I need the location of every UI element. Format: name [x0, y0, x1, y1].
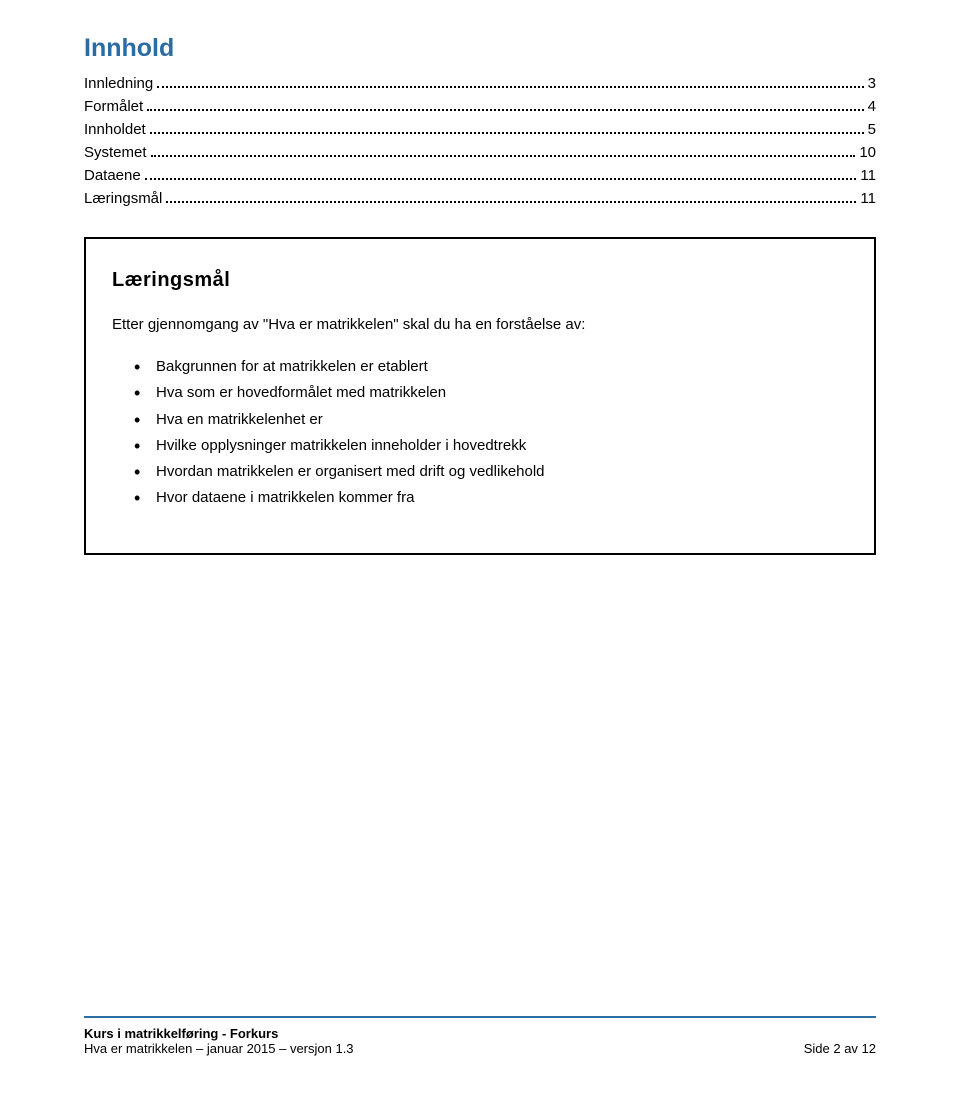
toc-page-number: 11	[860, 167, 876, 184]
toc-leader-dots	[147, 102, 863, 111]
toc-row: Formålet 4	[84, 98, 876, 115]
toc-row: Innholdet 5	[84, 121, 876, 138]
toc-row: Innledning 3	[84, 75, 876, 92]
page-footer: Kurs i matrikkelføring - Forkurs Hva er …	[84, 1016, 876, 1056]
toc-label: Systemet	[84, 144, 147, 161]
box-heading: Læringsmål	[112, 269, 848, 292]
toc-page-number: 10	[859, 144, 876, 161]
toc-leader-dots	[150, 125, 864, 134]
toc-page-number: 5	[868, 121, 876, 138]
learning-goals-box: Læringsmål Etter gjennomgang av "Hva er …	[84, 237, 876, 555]
footer-version: Hva er matrikkelen – januar 2015 – versj…	[84, 1041, 354, 1056]
list-item: Hva en matrikkelenhet er	[134, 408, 848, 431]
toc-row: Dataene 11	[84, 167, 876, 184]
list-item: Hvor dataene i matrikkelen kommer fra	[134, 486, 848, 509]
footer-line-1: Kurs i matrikkelføring - Forkurs	[84, 1026, 876, 1041]
toc-row: Systemet 10	[84, 144, 876, 161]
toc-page-number: 11	[860, 190, 876, 207]
toc-page-number: 3	[868, 75, 876, 92]
toc-row: Læringsmål 11	[84, 190, 876, 207]
list-item: Bakgrunnen for at matrikkelen er etabler…	[134, 355, 848, 378]
toc-label: Innledning	[84, 75, 153, 92]
learning-goals-list: Bakgrunnen for at matrikkelen er etabler…	[112, 355, 848, 510]
list-item: Hvilke opplysninger matrikkelen innehold…	[134, 434, 848, 457]
toc-page-number: 4	[868, 98, 876, 115]
toc-leader-dots	[151, 148, 856, 157]
document-page: Innhold Innledning 3 Formålet 4 Innholde…	[0, 0, 960, 1094]
footer-line-2: Hva er matrikkelen – januar 2015 – versj…	[84, 1041, 876, 1056]
toc-label: Innholdet	[84, 121, 146, 138]
toc-leader-dots	[157, 79, 863, 88]
page-title: Innhold	[84, 34, 876, 63]
footer-rule	[84, 1016, 876, 1018]
toc-label: Læringsmål	[84, 190, 162, 207]
footer-page-number: Side 2 av 12	[804, 1041, 876, 1056]
box-intro-text: Etter gjennomgang av "Hva er matrikkelen…	[112, 316, 848, 333]
list-item: Hvordan matrikkelen er organisert med dr…	[134, 460, 848, 483]
table-of-contents: Innledning 3 Formålet 4 Innholdet 5 Syst…	[84, 75, 876, 207]
toc-label: Formålet	[84, 98, 143, 115]
list-item: Hva som er hovedformålet med matrikkelen	[134, 381, 848, 404]
toc-leader-dots	[166, 194, 856, 203]
footer-text: Kurs i matrikkelføring - Forkurs Hva er …	[84, 1026, 876, 1056]
toc-label: Dataene	[84, 167, 141, 184]
toc-leader-dots	[145, 171, 857, 180]
